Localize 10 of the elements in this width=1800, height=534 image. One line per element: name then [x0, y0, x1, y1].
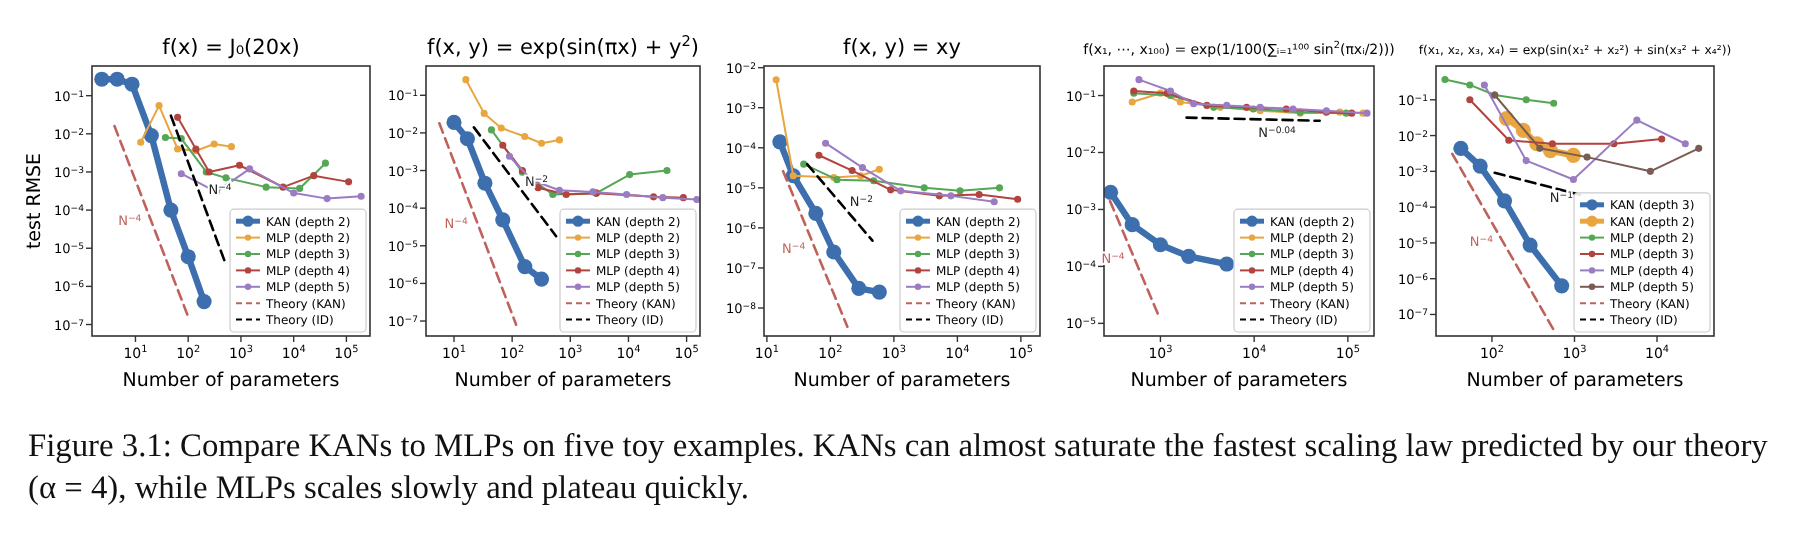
- caption: Figure 3.1: Compare KANs to MLPs on five toy examples. KANs can almost saturate the fastest scaling law predicted by our theory (α = 4), while MLPs scales slowly and plateau quickly.: [28, 424, 1770, 508]
- x-axis-title: Number of parameters: [454, 370, 672, 392]
- x-axis-title: Number of parameters: [793, 370, 1011, 392]
- chart-title: f(x, y) = exp(sin(πx) + y$^{2}$): [427, 31, 699, 60]
- chart-title: f(x, y) = xy: [843, 36, 961, 60]
- x-axis-title: Number of parameters: [1466, 370, 1684, 392]
- x-axis-title: Number of parameters: [1130, 370, 1348, 392]
- y-axis-title: test RMSE: [24, 152, 46, 250]
- x-axis-title: Number of parameters: [122, 370, 340, 392]
- chart-title: f(x) = J₀(20x): [162, 36, 300, 60]
